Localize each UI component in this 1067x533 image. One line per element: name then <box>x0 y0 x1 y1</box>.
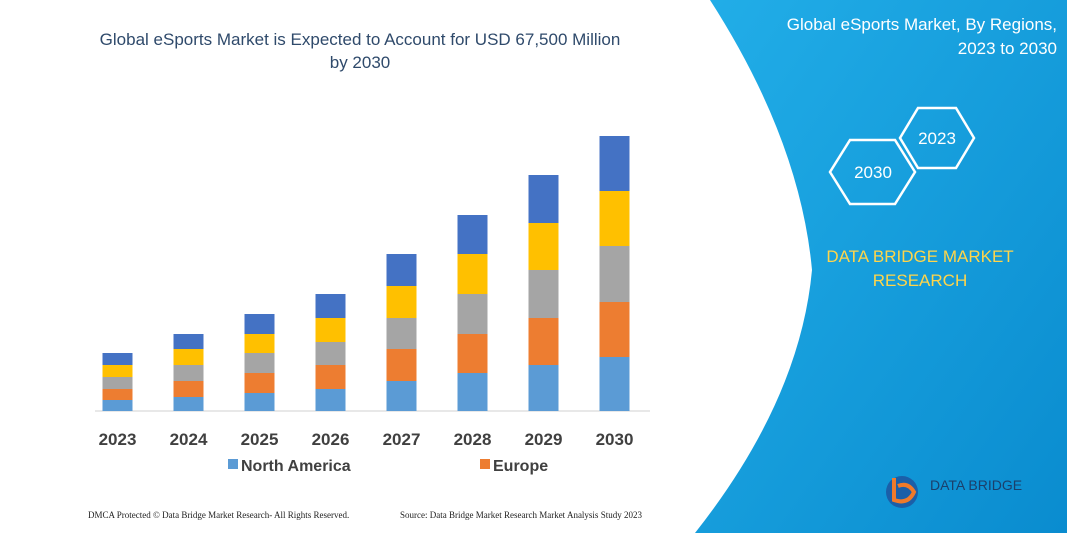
bar-segment <box>386 286 417 318</box>
bar-segment <box>599 191 630 246</box>
bar-segment <box>173 365 204 381</box>
chart-title: Global eSports Market is Expected to Acc… <box>100 30 621 72</box>
bar-segment <box>102 353 133 365</box>
x-tick-label: 2023 <box>99 430 137 449</box>
bar-segment <box>102 400 133 411</box>
bar-segment <box>315 365 346 389</box>
logo-text: DATA BRIDGE <box>930 477 1022 493</box>
bar-segment <box>315 318 346 342</box>
x-tick-label: 2024 <box>170 430 208 449</box>
x-tick-label: 2027 <box>383 430 421 449</box>
bar-segment <box>599 246 630 302</box>
legend-label: North America <box>241 458 351 475</box>
bar-segment <box>528 175 559 223</box>
bar-segment <box>386 318 417 349</box>
bar-segment <box>173 334 204 349</box>
x-tick-label: 2030 <box>596 430 634 449</box>
bar-segment <box>102 377 133 389</box>
bar-segment <box>244 314 275 334</box>
bar-segment <box>102 365 133 377</box>
x-tick-label: 2029 <box>525 430 563 449</box>
hex-label: 2023 <box>918 129 956 148</box>
bar-segment <box>599 302 630 357</box>
bar-segment <box>173 381 204 397</box>
bar-segment <box>315 294 346 318</box>
bar-segment <box>244 393 275 411</box>
x-tick-label: 2028 <box>454 430 492 449</box>
bar-segment <box>457 373 488 411</box>
bar-segment <box>457 254 488 294</box>
bar-segment <box>315 389 346 411</box>
hexagon <box>898 106 976 170</box>
side-panel <box>695 0 1067 533</box>
panel-title: Global eSports Market, By Regions, 2023 t… <box>787 15 1057 58</box>
bar-segment <box>457 215 488 254</box>
bar-segment <box>386 349 417 381</box>
bar-segment <box>528 365 559 411</box>
bar-segment <box>173 397 204 411</box>
bar-segment <box>528 223 559 270</box>
bar-segment <box>528 270 559 318</box>
bar-segment <box>599 136 630 191</box>
x-tick-label: 2025 <box>241 430 279 449</box>
footer-left: DMCA Protected © Data Bridge Market Rese… <box>88 510 349 520</box>
footer-right: Source: Data Bridge Market Research Mark… <box>400 510 642 520</box>
bar-segment <box>599 357 630 411</box>
bar-segment <box>244 373 275 393</box>
legend-label: Europe <box>493 458 548 475</box>
bar-segment <box>173 349 204 365</box>
legend-swatch <box>480 459 490 469</box>
bar-segment <box>102 389 133 400</box>
bar-segment <box>457 334 488 373</box>
hex-label: 2030 <box>854 163 892 182</box>
hexagon <box>828 138 917 206</box>
logo-icon <box>892 478 917 504</box>
legend-swatch <box>228 459 238 469</box>
bar-segment <box>315 342 346 365</box>
bar-segment <box>457 294 488 334</box>
x-tick-label: 2026 <box>312 430 350 449</box>
bar-segment <box>528 318 559 365</box>
bar-segment <box>244 353 275 373</box>
bar-segment <box>386 254 417 286</box>
brand-text: DATA BRIDGE MARKET RESEARCH <box>826 247 1013 290</box>
bar-segment <box>386 381 417 411</box>
bar-segment <box>244 334 275 353</box>
